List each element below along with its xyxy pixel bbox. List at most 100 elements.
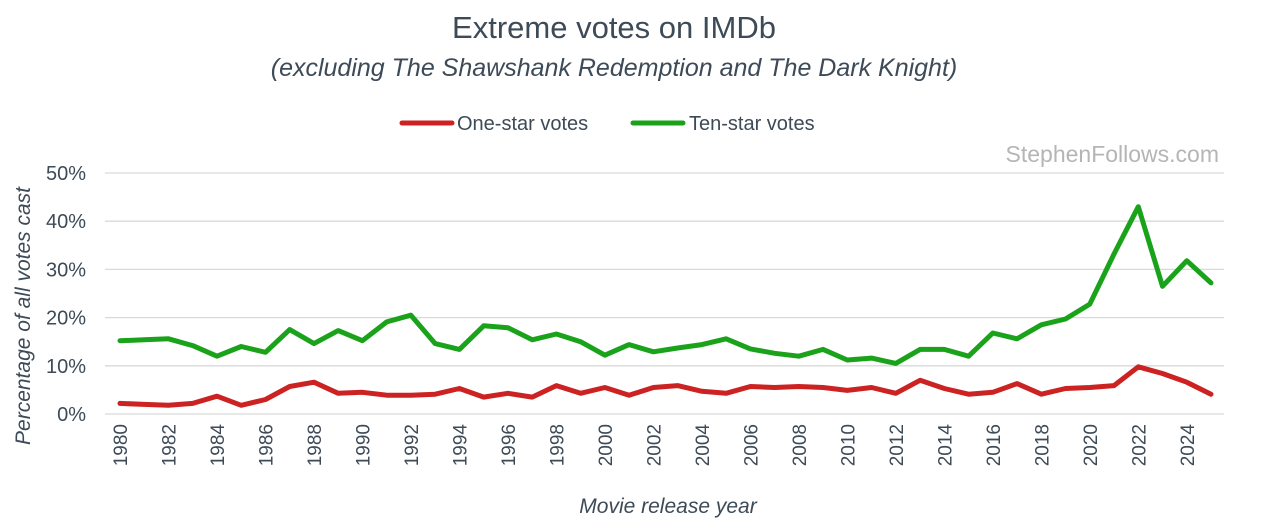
data-point: [1137, 365, 1140, 368]
data-point: [434, 342, 436, 345]
data-point: [119, 339, 121, 342]
x-axis-label: Movie release year: [579, 495, 757, 518]
y-tick-label: 20%: [46, 308, 86, 330]
data-point: [992, 332, 994, 334]
data-point: [361, 339, 364, 342]
data-point: [264, 351, 267, 354]
x-tick-label: 1984: [208, 424, 229, 467]
y-axis-ticks: 0% 10% 20% 30% 40% 50%: [46, 163, 86, 426]
data-point: [458, 348, 461, 351]
data-point: [798, 385, 800, 388]
data-point: [143, 338, 146, 341]
data-point: [361, 391, 364, 394]
data-point: [725, 338, 727, 340]
data-point: [725, 392, 727, 395]
x-tick-label: 1994: [450, 424, 471, 467]
data-point: [555, 384, 558, 387]
chart-subtitle: (excluding The Shawshank Redemption and …: [271, 54, 958, 82]
data-point: [1064, 318, 1067, 320]
data-point: [798, 355, 800, 357]
data-point: [579, 392, 582, 395]
y-tick-label: 50%: [46, 163, 86, 185]
data-point: [1040, 324, 1043, 326]
data-point: [1064, 387, 1067, 390]
data-point: [313, 381, 315, 383]
data-point: [846, 359, 849, 361]
data-point: [967, 355, 970, 357]
data-point: [482, 324, 485, 327]
data-series: [117, 204, 1214, 408]
data-point: [410, 394, 412, 397]
x-tick-label: 2000: [596, 424, 617, 466]
data-point: [967, 393, 970, 396]
x-tick-label: 2016: [984, 424, 1005, 466]
data-point: [652, 386, 655, 389]
x-tick-label: 1998: [547, 424, 568, 466]
data-point: [1016, 382, 1018, 385]
data-point: [773, 386, 776, 389]
x-tick-label: 1986: [256, 424, 277, 466]
data-point: [216, 395, 218, 397]
data-point: [919, 348, 921, 351]
data-point: [434, 393, 436, 396]
data-point: [895, 392, 897, 395]
data-point: [652, 351, 655, 353]
data-point: [1210, 393, 1212, 396]
data-point: [1088, 386, 1091, 389]
data-point: [288, 385, 291, 388]
data-point: [119, 402, 121, 405]
x-tick-label: 2008: [790, 424, 811, 466]
x-tick-label: 1990: [353, 424, 374, 466]
gridlines: [105, 172, 1224, 415]
data-point: [1088, 303, 1091, 305]
data-point: [1185, 381, 1188, 383]
x-tick-label: 1992: [402, 424, 423, 466]
x-tick-label: 2022: [1129, 424, 1150, 466]
x-tick-label: 1988: [305, 424, 326, 466]
data-point: [385, 321, 388, 323]
data-point: [1210, 282, 1212, 284]
data-point: [919, 379, 921, 382]
series-ten-star-votes: [117, 204, 1214, 366]
y-tick-label: 10%: [46, 356, 86, 378]
data-point: [676, 384, 679, 387]
data-point: [604, 386, 606, 389]
data-point: [749, 348, 752, 350]
data-point: [676, 347, 679, 349]
data-point: [822, 348, 824, 351]
y-tick-label: 0%: [57, 404, 86, 426]
x-tick-label: 2012: [887, 424, 908, 466]
x-tick-label: 2006: [741, 424, 762, 466]
data-point: [240, 345, 243, 348]
x-tick-label: 2004: [693, 424, 714, 467]
x-tick-label: 2002: [644, 424, 665, 466]
data-point: [531, 338, 533, 341]
data-point: [628, 394, 630, 397]
data-point: [288, 328, 291, 331]
data-point: [1137, 205, 1140, 208]
legend-label-one-star: One-star votes: [457, 113, 588, 135]
watermark: StephenFollows.com: [1006, 141, 1220, 167]
x-tick-label: 2010: [838, 424, 859, 466]
legend-label-ten-star: Ten-star votes: [689, 113, 815, 135]
x-tick-label: 2018: [1032, 424, 1053, 466]
data-point: [943, 348, 946, 351]
data-point: [167, 338, 170, 340]
data-point: [216, 355, 218, 357]
data-point: [264, 398, 267, 401]
data-point: [870, 357, 873, 359]
y-tick-label: 30%: [46, 259, 86, 281]
data-point: [943, 387, 946, 390]
x-tick-label: 1982: [159, 424, 180, 466]
data-point: [1185, 259, 1188, 262]
x-tick-label: 2020: [1081, 424, 1102, 466]
data-point: [1040, 393, 1043, 396]
data-point: [385, 394, 388, 397]
legend: One-star votes Ten-star votes: [399, 113, 815, 135]
data-point: [628, 343, 630, 346]
data-point: [410, 314, 412, 316]
data-point: [1113, 384, 1115, 387]
data-point: [701, 343, 703, 346]
data-point: [313, 342, 315, 345]
